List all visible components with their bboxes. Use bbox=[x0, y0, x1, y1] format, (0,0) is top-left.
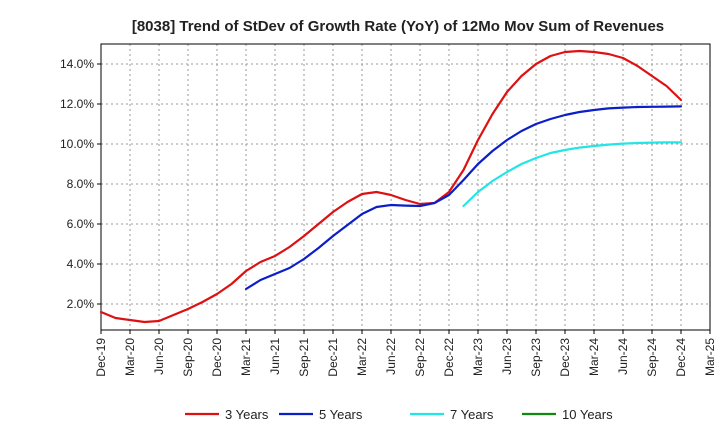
x-tick-label: Sep-22 bbox=[413, 338, 427, 377]
x-tick-label: Sep-20 bbox=[181, 338, 195, 377]
x-tick-label: Mar-22 bbox=[355, 338, 369, 376]
x-tick-label: Sep-21 bbox=[297, 338, 311, 377]
x-tick-label: Jun-24 bbox=[616, 338, 630, 375]
x-tick-label: Dec-21 bbox=[326, 338, 340, 377]
series-line-5-years bbox=[244, 105, 683, 291]
x-tick-label: Sep-24 bbox=[645, 338, 659, 377]
legend-label-3-years: 3 Years bbox=[225, 407, 269, 422]
gridlines bbox=[100, 44, 711, 330]
x-tick-label: Jun-21 bbox=[268, 338, 282, 375]
x-tick-label: Dec-20 bbox=[210, 338, 224, 377]
x-tick-label: Dec-23 bbox=[558, 338, 572, 377]
chart-title: [8038] Trend of StDev of Growth Rate (Yo… bbox=[132, 18, 664, 35]
x-tick-label: Mar-21 bbox=[239, 338, 253, 376]
x-tick-label: Mar-23 bbox=[471, 338, 485, 376]
x-tick-label: Jun-23 bbox=[500, 338, 514, 375]
y-tick-label: 6.0% bbox=[67, 217, 95, 231]
legend-label-7-years: 7 Years bbox=[450, 407, 494, 422]
x-tick-label: Dec-24 bbox=[674, 338, 688, 377]
series-lines bbox=[99, 49, 683, 324]
x-tick-label: Mar-24 bbox=[587, 338, 601, 376]
x-tick-label: Sep-23 bbox=[529, 338, 543, 377]
series-line-7-years bbox=[462, 141, 683, 208]
plot-frame bbox=[100, 43, 711, 331]
x-tick-label: Mar-25 bbox=[703, 338, 717, 376]
y-tick-label: 8.0% bbox=[67, 177, 95, 191]
legend: 3 Years 5 Years 7 Years 10 Years bbox=[185, 407, 613, 422]
legend-label-10-years: 10 Years bbox=[562, 407, 613, 422]
series-line-3-years bbox=[99, 49, 683, 324]
y-tick-label: 14.0% bbox=[60, 57, 94, 71]
x-tick-label: Jun-20 bbox=[152, 338, 166, 375]
y-tick-label: 2.0% bbox=[67, 297, 95, 311]
x-tick-label: Dec-22 bbox=[442, 338, 456, 377]
x-tick-label: Jun-22 bbox=[384, 338, 398, 375]
x-tick-label: Dec-19 bbox=[94, 338, 108, 377]
legend-label-5-years: 5 Years bbox=[319, 407, 363, 422]
y-tick-label: 12.0% bbox=[60, 97, 94, 111]
x-tick-label: Mar-20 bbox=[123, 338, 137, 376]
axes: 2.0% 4.0% 6.0% 8.0% 10.0% 12.0% 14.0% Dec-19 Mar… bbox=[60, 43, 717, 377]
y-tick-label: 4.0% bbox=[67, 257, 95, 271]
y-tick-label: 10.0% bbox=[60, 137, 94, 151]
